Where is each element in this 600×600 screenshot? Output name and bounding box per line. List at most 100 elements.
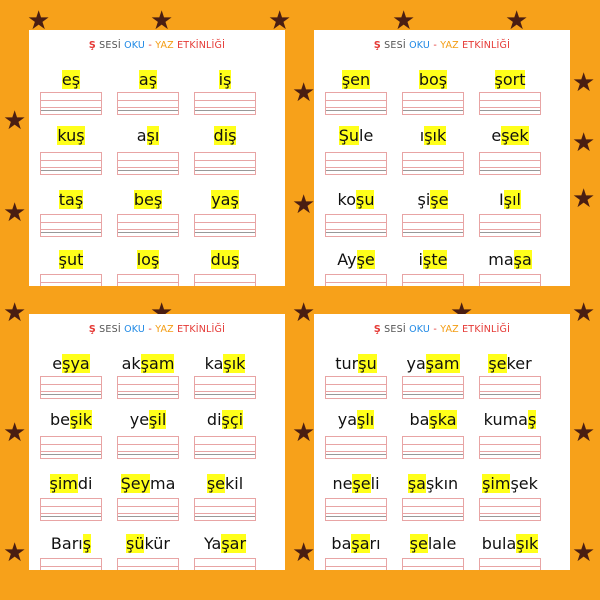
writing-lines[interactable] (479, 152, 541, 175)
writing-lines[interactable] (479, 376, 541, 399)
writing-lines[interactable] (40, 558, 102, 570)
writing-lines[interactable] (40, 436, 102, 459)
word-segment: e (52, 354, 63, 373)
writing-lines[interactable] (117, 92, 179, 115)
writing-lines[interactable] (194, 558, 256, 570)
title-dash: - (148, 40, 152, 51)
writing-lines[interactable] (402, 274, 464, 286)
word-segment: şık (223, 354, 246, 373)
star-icon: ★ (3, 298, 27, 328)
word-segment: duş (210, 250, 240, 269)
reading-word: Barış (32, 534, 110, 553)
writing-lines[interactable] (479, 214, 541, 237)
baseline (195, 394, 255, 395)
writing-lines[interactable] (194, 376, 256, 399)
writing-lines[interactable] (40, 214, 102, 237)
writing-lines[interactable] (402, 376, 464, 399)
writing-lines[interactable] (325, 436, 387, 459)
reading-word: diş (186, 126, 264, 145)
baseline (403, 454, 463, 455)
word-segment: şim (49, 474, 78, 493)
writing-lines[interactable] (479, 274, 541, 286)
writing-lines[interactable] (325, 214, 387, 237)
reading-word: işte (394, 250, 472, 269)
worksheet-4: Ş SESİ OKU - YAZ ETKİNLİĞİ turşu yaşam şeke… (314, 314, 570, 570)
writing-lines[interactable] (117, 152, 179, 175)
reading-word: başarı (317, 534, 395, 553)
writing-lines[interactable] (325, 274, 387, 286)
writing-lines[interactable] (117, 498, 179, 521)
writing-lines[interactable] (479, 436, 541, 459)
star-icon: ★ (292, 190, 316, 220)
writing-lines[interactable] (40, 92, 102, 115)
word-segment: la (427, 534, 443, 553)
baseline (480, 454, 540, 455)
word-segment: beş (133, 190, 163, 209)
worksheet-2: Ş SESİ OKU - YAZ ETKİNLİĞİ şen boş şort Şule… (314, 30, 570, 286)
baseline (403, 170, 463, 171)
writing-lines[interactable] (325, 92, 387, 115)
writing-lines[interactable] (194, 274, 256, 286)
reading-word: Şeyma (109, 474, 187, 493)
writing-lines[interactable] (402, 498, 464, 521)
writing-lines[interactable] (402, 152, 464, 175)
writing-lines[interactable] (117, 376, 179, 399)
word-segment: şil (149, 410, 167, 429)
word-segment: ş (527, 410, 537, 429)
writing-lines[interactable] (325, 376, 387, 399)
word-segment: şi (417, 190, 431, 209)
writing-lines[interactable] (194, 92, 256, 115)
writing-lines[interactable] (325, 498, 387, 521)
star-icon: ★ (572, 184, 596, 214)
writing-lines[interactable] (402, 436, 464, 459)
word-segment: li (370, 474, 380, 493)
reading-word: bulaşık (471, 534, 549, 553)
reading-word: eşya (32, 354, 110, 373)
reading-word: şelale (394, 534, 472, 553)
title-sesi: SESİ (384, 324, 406, 335)
word-segment: şlı (357, 410, 375, 429)
writing-lines[interactable] (194, 498, 256, 521)
word-segment: le (442, 534, 457, 553)
word-segment: ya (406, 354, 426, 373)
word-segment: yaş (211, 190, 239, 209)
reading-word: şişe (394, 190, 472, 209)
writing-lines[interactable] (479, 498, 541, 521)
writing-lines[interactable] (479, 558, 541, 570)
sheet-title: Ş SESİ OKU - YAZ ETKİNLİĞİ (314, 40, 570, 51)
baseline (195, 170, 255, 171)
writing-lines[interactable] (325, 558, 387, 570)
word-segment: şam (140, 354, 175, 373)
word-segment: şu (358, 354, 377, 373)
writing-lines[interactable] (402, 214, 464, 237)
baseline (326, 110, 386, 111)
reading-word: ışık (394, 126, 472, 145)
worksheet-1: Ş SESİ OKU - YAZ ETKİNLİĞİ eş aş iş kuş aşı di… (29, 30, 285, 286)
writing-lines[interactable] (117, 436, 179, 459)
baseline (195, 232, 255, 233)
star-icon: ★ (392, 6, 416, 36)
title-oku: OKU (409, 40, 431, 51)
reading-word: başka (394, 410, 472, 429)
writing-lines[interactable] (40, 376, 102, 399)
star-icon: ★ (3, 538, 27, 568)
baseline (41, 454, 101, 455)
star-icon: ★ (292, 418, 316, 448)
writing-lines[interactable] (194, 152, 256, 175)
writing-lines[interactable] (40, 152, 102, 175)
writing-lines[interactable] (402, 92, 464, 115)
writing-lines[interactable] (194, 214, 256, 237)
star-icon: ★ (292, 78, 316, 108)
writing-lines[interactable] (402, 558, 464, 570)
writing-lines[interactable] (40, 274, 102, 286)
writing-lines[interactable] (117, 274, 179, 286)
baseline (118, 394, 178, 395)
baseline (41, 110, 101, 111)
star-icon: ★ (572, 298, 596, 328)
writing-lines[interactable] (117, 214, 179, 237)
writing-lines[interactable] (194, 436, 256, 459)
writing-lines[interactable] (40, 498, 102, 521)
writing-lines[interactable] (325, 152, 387, 175)
writing-lines[interactable] (479, 92, 541, 115)
writing-lines[interactable] (117, 558, 179, 570)
